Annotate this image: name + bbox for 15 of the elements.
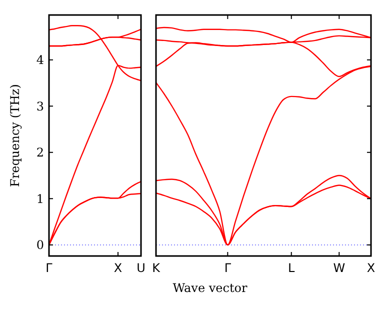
y-axis-title: Frequency (THz) <box>8 84 22 187</box>
y-tick-label: 4 <box>36 53 44 68</box>
y-tick-label: 2 <box>36 146 44 160</box>
x-tick-label: U <box>136 261 146 275</box>
y-tick-label: 0 <box>36 238 44 252</box>
y-tick-label: 3 <box>36 99 44 114</box>
x-tick-label: Γ <box>46 261 53 275</box>
x-tick-label: Γ <box>224 261 232 275</box>
x-axis-title: Wave vector <box>172 281 248 295</box>
x-tick-label: K <box>152 261 162 275</box>
x-tick-label: X <box>114 261 122 275</box>
y-tick-label: 1 <box>36 192 44 206</box>
x-tick-label: X <box>366 261 376 275</box>
x-tick-label: W <box>333 261 346 275</box>
x-tick-label: L <box>288 261 296 275</box>
